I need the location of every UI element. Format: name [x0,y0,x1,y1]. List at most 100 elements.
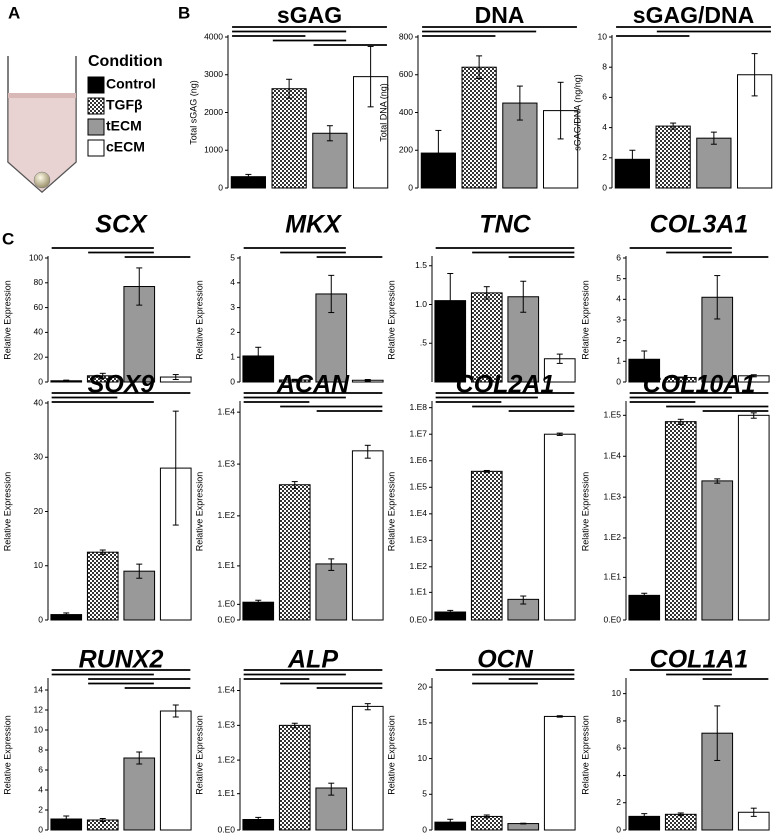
y-tick-label: 800 [399,31,413,41]
bar [507,823,540,831]
y-tick-label: 0.E0 [604,614,622,624]
y-tick-label: 0.E0 [410,614,428,624]
y-tick-label: 1.E2 [218,754,236,764]
error-bar [435,129,442,177]
y-tick-label: 1.0 [415,299,427,309]
chart-title: COL1A1 [650,646,749,674]
y-tick-label: 4 [230,277,235,287]
error-bar [63,379,70,382]
error-bar [136,563,143,579]
error-bar [641,813,648,820]
tube-schematic [7,56,77,194]
y-tick-label: 1.E3 [218,458,236,468]
y-tick-label: 1.E3 [604,491,622,501]
chart-title: sGAG [277,2,342,28]
y-tick-label: 1 [616,356,621,366]
y-tick-label: 20 [34,351,44,361]
error-bar [677,812,684,817]
y-tick-label: 1.E3 [410,535,428,545]
bar [312,132,348,189]
y-tick-label: 6 [616,742,621,752]
y-axis-label: Relative Expression [2,280,12,360]
error-bar [750,807,757,817]
bar [470,815,503,831]
error-bar [136,751,143,765]
bar [278,724,311,831]
y-tick-label: 10 [34,560,44,570]
chart-title: OCN [477,646,534,674]
legend-label: Control [106,76,156,92]
y-tick-label: 8 [602,61,607,71]
bar [470,470,503,621]
y-tick-label: 0.E0 [218,614,236,624]
error-bar [367,45,374,108]
y-tick-label: 1.E2 [410,561,428,571]
error-bar [520,280,527,313]
error-bar [557,81,564,140]
chart-title: SOX9 [88,371,155,399]
y-axis-label: Relative Expression [386,472,396,552]
y-tick-label: 1.E4 [410,508,428,518]
error-bar [483,469,490,473]
bar [242,601,275,621]
y-tick-label: 5 [230,252,235,262]
y-tick-label: 10 [34,724,44,734]
y-tick-label: 2 [230,327,235,337]
legend-title: Condition [88,53,163,70]
error-bar [99,372,106,379]
y-tick-label: 200 [399,145,413,155]
y-tick-label: 1.5 [415,260,427,270]
error-bar [136,267,143,306]
y-tick-label: .5 [420,338,427,348]
y-tick-label: 1000 [204,145,223,155]
legend-swatch [87,118,105,136]
bar [664,421,697,621]
error-bar [364,703,371,711]
y-tick-label: 20 [34,506,44,516]
y-tick-label: 60 [34,302,44,312]
bar [737,414,770,621]
bar [461,66,497,189]
y-tick-label: 0 [218,182,223,192]
y-tick-label: 2 [616,335,621,345]
error-bar [520,822,527,825]
chart-title: MKX [285,211,342,239]
y-tick-label: 1.E3 [218,720,236,730]
chart-title: RUNX2 [79,646,164,674]
bar [351,450,384,621]
error-bar [286,78,293,99]
error-bar [677,376,684,379]
y-tick-label: 2 [616,797,621,807]
error-bar [483,814,490,819]
y-tick-label: 1.E2 [604,532,622,542]
error-bar [447,818,454,826]
y-tick-label: 4 [38,784,43,794]
y-tick-label: 1.E7 [410,428,428,438]
y-axis-label: Relative Expression [580,280,590,360]
legend: Condition [88,53,163,70]
y-tick-label: 1.E4 [604,451,622,461]
error-bar [714,275,721,320]
y-tick-label: 0 [38,376,43,386]
y-tick-label: 3 [616,314,621,324]
error-bar [476,55,483,80]
error-bar [556,715,563,718]
y-tick-label: 0 [616,824,621,834]
y-tick-label: 0 [230,376,235,386]
chart-title: COL2A1 [456,371,555,399]
error-bar [255,346,262,366]
error-bar [99,818,106,822]
y-tick-label: 1.E4 [218,685,236,695]
error-bar [556,432,563,436]
y-axis-label: sGAG/DNA (ng/ng) [572,74,582,151]
y-tick-label: 4000 [204,31,223,41]
y-tick-label: 1.E5 [410,482,428,492]
error-bar [63,815,70,823]
error-bar [629,149,636,169]
y-tick-label: 5 [422,789,427,799]
y-tick-label: 1.E5 [604,410,622,420]
y-tick-label: 0 [408,182,413,192]
bar [123,757,156,831]
bar [543,715,576,831]
y-tick-label: 8 [616,715,621,725]
